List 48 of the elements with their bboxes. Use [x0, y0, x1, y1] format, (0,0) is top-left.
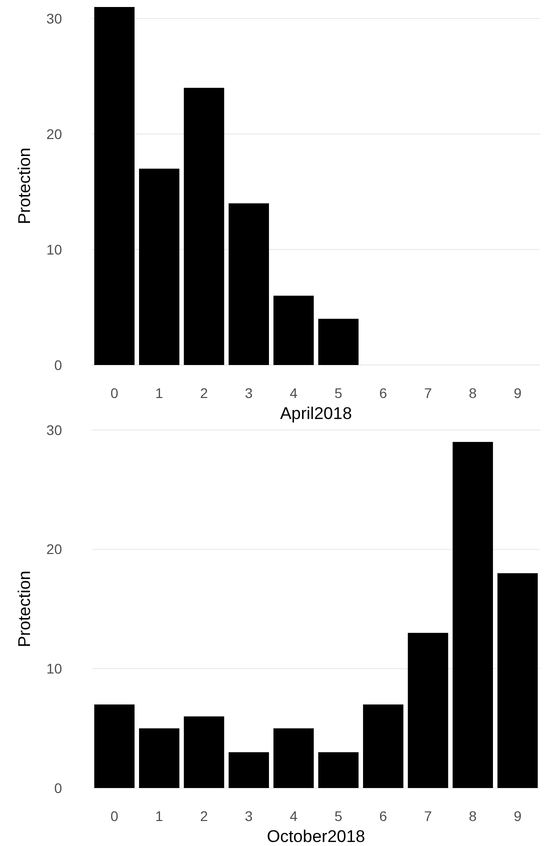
x-tick-label: 1: [155, 385, 164, 401]
bar: [228, 203, 269, 365]
bar: [497, 573, 538, 788]
x-tick-label: 9: [514, 808, 522, 824]
x-tick-label: 5: [334, 808, 342, 824]
bar: [94, 7, 135, 365]
bar: [273, 296, 314, 365]
y-axis-title: Protection: [15, 570, 34, 648]
y-tick-label: 10: [46, 241, 62, 258]
x-tick-label: 3: [244, 808, 253, 824]
bar: [184, 716, 224, 788]
bar: [228, 752, 269, 788]
bar: [363, 704, 404, 788]
bar: [184, 88, 224, 365]
bar: [408, 632, 448, 788]
y-tick-label: 20: [46, 541, 62, 558]
y-tick-label: 20: [46, 126, 62, 142]
x-tick-label: 0: [110, 808, 118, 824]
y-axis-title: Protection: [15, 148, 34, 224]
x-tick-label: 2: [200, 808, 208, 824]
x-tick-label: 6: [379, 808, 388, 824]
x-axis-title: April2018: [280, 404, 352, 423]
x-tick-label: 5: [334, 385, 342, 401]
bar: [273, 728, 314, 788]
y-tick-label: 30: [46, 422, 62, 438]
bar: [452, 442, 493, 788]
x-tick-label: 2: [200, 385, 208, 401]
x-tick-label: 1: [155, 808, 164, 824]
bar: [139, 168, 180, 365]
x-axis-title: October2018: [266, 827, 366, 846]
x-tick-label: 7: [424, 808, 432, 824]
bar: [318, 752, 359, 788]
x-tick-label: 4: [290, 385, 298, 401]
x-tick-label: 6: [379, 385, 388, 401]
y-tick-label: 10: [46, 660, 62, 677]
y-tick-label: 0: [54, 356, 62, 373]
x-tick-label: 7: [424, 385, 432, 401]
x-tick-label: 3: [244, 385, 253, 401]
x-tick-label: 8: [468, 385, 477, 401]
x-tick-label: 4: [290, 808, 298, 824]
x-tick-label: 9: [514, 385, 522, 401]
bar: [139, 728, 180, 788]
x-tick-label: 0: [110, 385, 118, 401]
y-tick-label: 0: [54, 780, 62, 796]
bar: [318, 318, 359, 365]
x-tick-label: 8: [468, 808, 477, 824]
y-tick-label: 30: [46, 10, 62, 26]
bar: [94, 704, 135, 788]
